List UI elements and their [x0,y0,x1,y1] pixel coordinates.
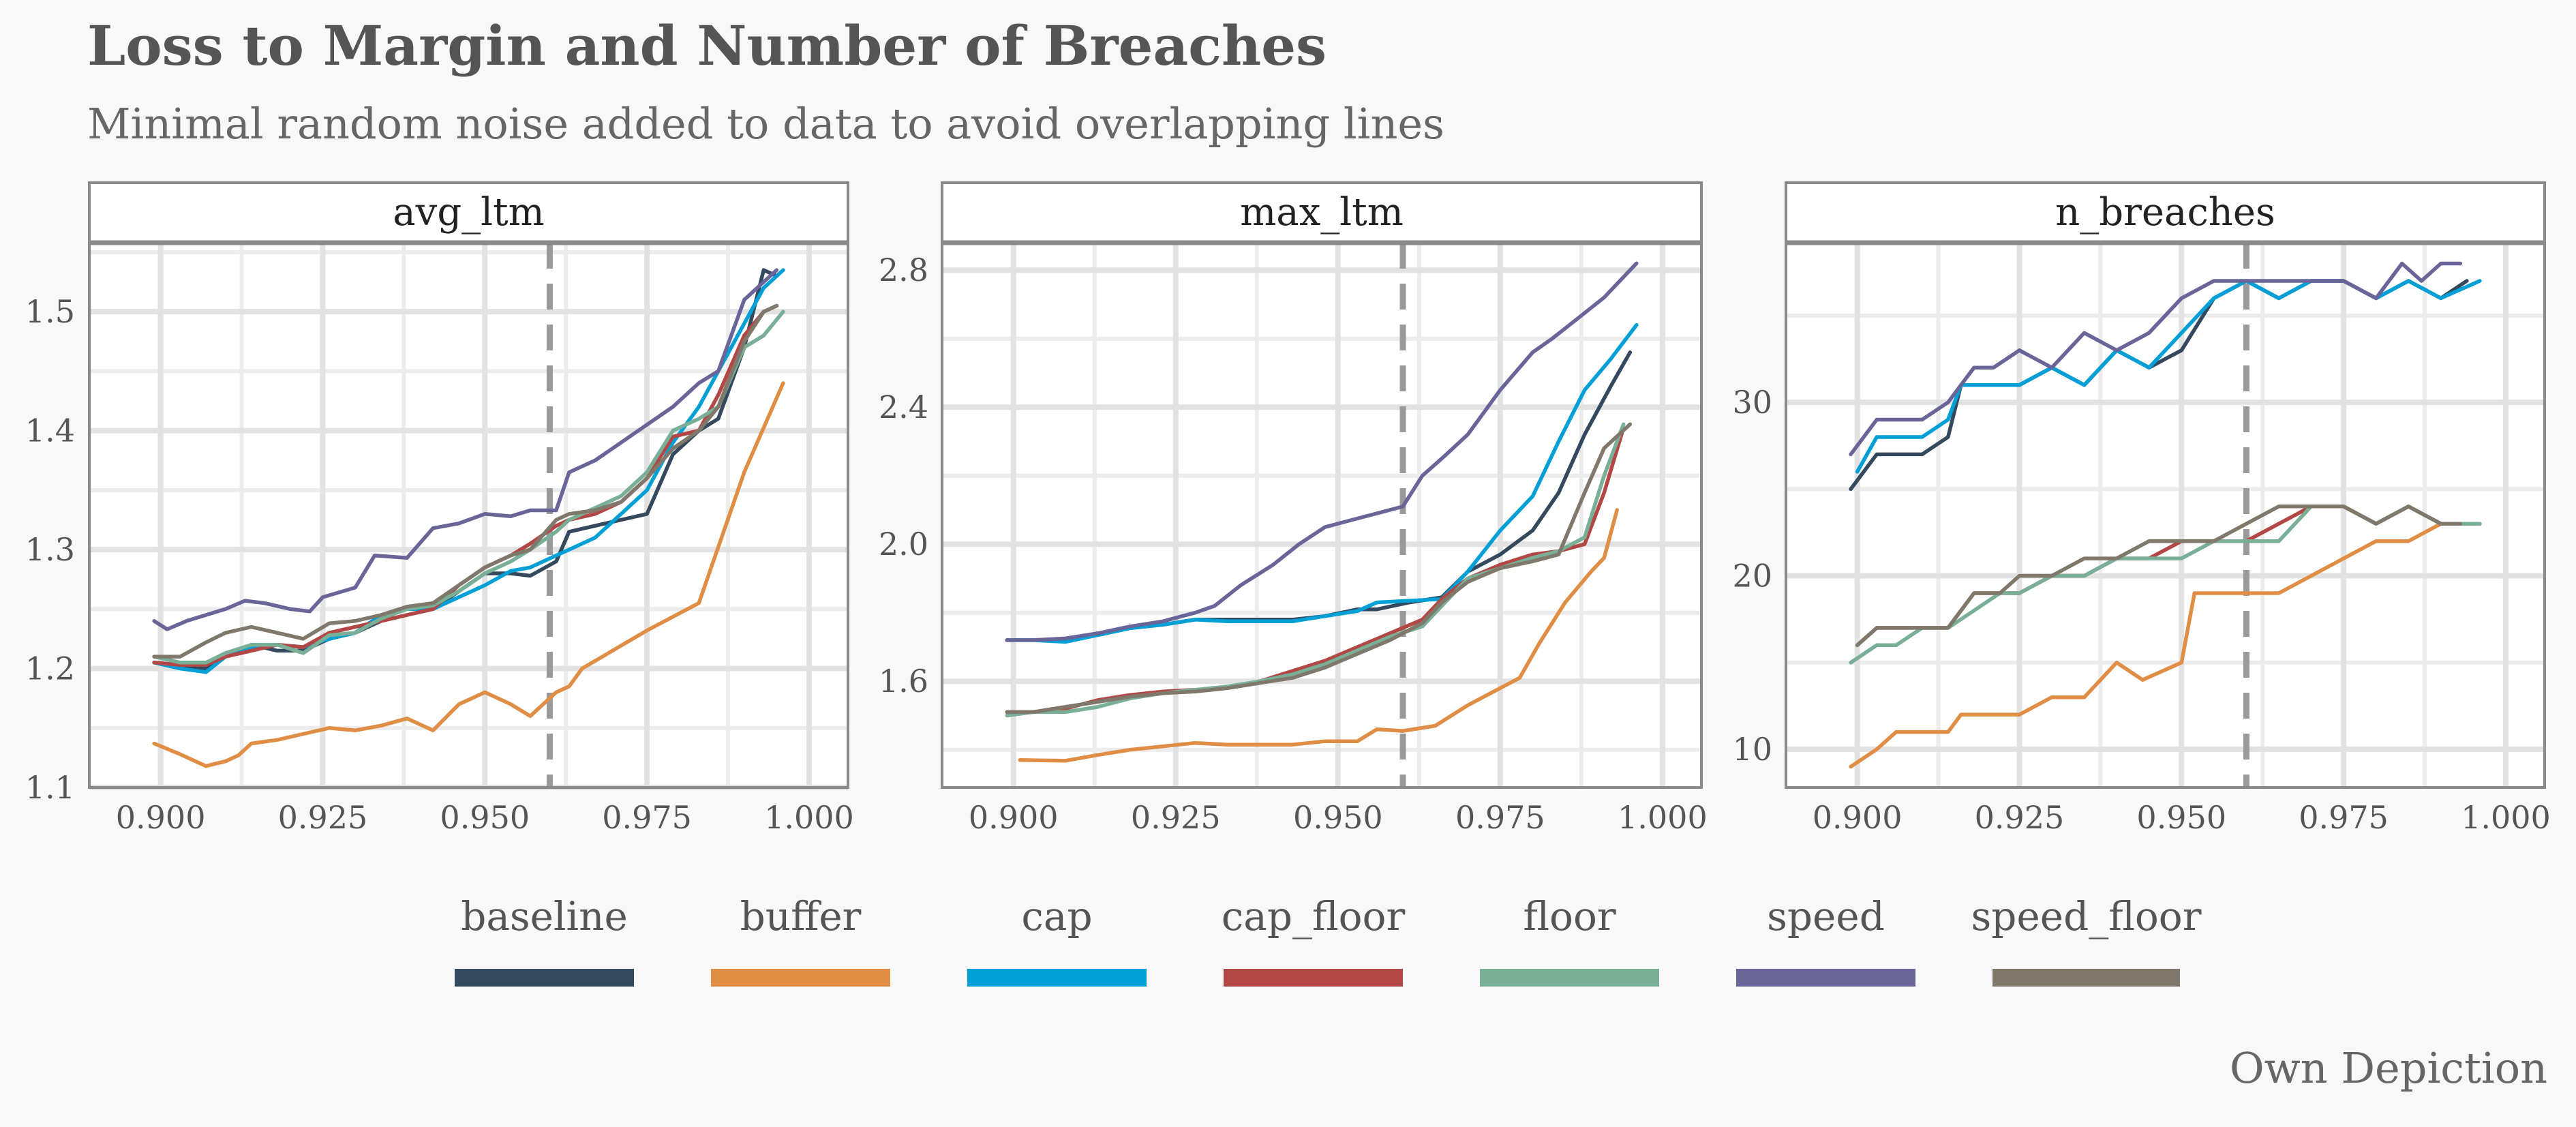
series-line-floor [1005,422,1626,718]
legend-label-cap_floor: cap_floor [1222,893,1406,940]
x-tick-label: 0.950 [440,799,530,836]
x-tick-label: 0.975 [2299,799,2389,836]
y-tick-label: 10 [1732,731,1772,768]
y-tick-label: 2.4 [879,389,928,425]
panel-n_breaches: n_breaches 10 20 30 0.900 0.925 0.950 0.975 1.00… [1732,181,2551,836]
legend-key-cap [967,969,1147,987]
legend: baseline buffer cap cap_floor floor speed spee… [455,893,2202,987]
series-line-buffer [1018,508,1619,763]
y-tick-label: 1.5 [25,293,75,330]
x-tick-label: 0.925 [1975,799,2065,836]
legend-label-speed_floor: speed_floor [1971,893,2202,940]
x-tick-label: 1.000 [2461,799,2551,836]
panel-background [1786,243,2545,787]
y-tick-label: 2.8 [879,252,928,288]
series-line-speed [152,268,779,631]
panel-max_ltm: max_ltm 1.6 2.0 2.4 2.8 0.900 0.925 0.950 0.975 1… [879,181,1708,836]
legend-key-floor [1480,969,1659,987]
strip-box [1785,181,2546,244]
y-tick-label: 2.0 [879,526,928,562]
panel-background [89,243,848,787]
legend-key-speed [1736,969,1915,987]
legend-label-speed: speed [1767,893,1885,940]
series-line-buffer [152,381,785,768]
legend-key-cap_floor [1224,969,1403,987]
panel-avg_ltm: avg_ltm 1.1 1.2 1.3 1.4 1.5 0.900 0.925 0.950 0.9… [25,181,854,836]
series-line-speed_floor [1005,422,1633,715]
x-tick-label: 0.925 [278,799,368,836]
y-tick-label: 1.4 [25,412,75,449]
x-tick-label: 0.975 [602,799,692,836]
strip-label: n_breaches [2055,190,2275,235]
x-tick-label: 1.000 [764,799,854,836]
x-tick-label: 0.900 [116,799,206,836]
x-tick-label: 0.900 [1813,799,1903,836]
series-line-floor [152,310,785,665]
strip-label: avg_ltm [393,190,544,235]
series-line-buffer [1849,522,2482,769]
x-tick-label: 0.900 [969,799,1059,836]
legend-label-cap: cap [1021,893,1092,940]
strip-label: max_ltm [1240,190,1404,235]
chart-title: Loss to Margin and Number of Breaches [87,14,1327,78]
series-line-speed [1005,261,1639,642]
legend-key-buffer [711,969,890,987]
x-tick-label: 0.925 [1131,799,1221,836]
series-line-speed_floor [152,303,779,659]
chart-caption: Own Depiction [2229,1043,2547,1093]
x-tick-label: 0.975 [1455,799,1545,836]
panel-background [942,243,1701,787]
x-tick-label: 1.000 [1618,799,1708,836]
y-tick-label: 1.6 [879,663,928,700]
y-tick-label: 1.3 [25,531,75,568]
legend-label-floor: floor [1523,893,1616,940]
y-tick-label: 1.1 [25,769,75,806]
legend-label-buffer: buffer [740,893,862,940]
legend-key-speed_floor [1992,969,2180,987]
y-tick-label: 20 [1732,558,1772,595]
chart-subtitle: Minimal random noise added to data to av… [87,99,1444,149]
strip-box [88,181,849,244]
series-line-speed_floor [1855,505,2463,648]
y-tick-label: 1.2 [25,650,75,687]
x-tick-label: 0.950 [2136,799,2226,836]
legend-key-baseline [455,969,634,987]
legend-label-baseline: baseline [461,893,628,940]
x-tick-label: 0.950 [1293,799,1383,836]
series-line-speed [1849,261,2463,457]
y-tick-label: 30 [1732,384,1772,421]
